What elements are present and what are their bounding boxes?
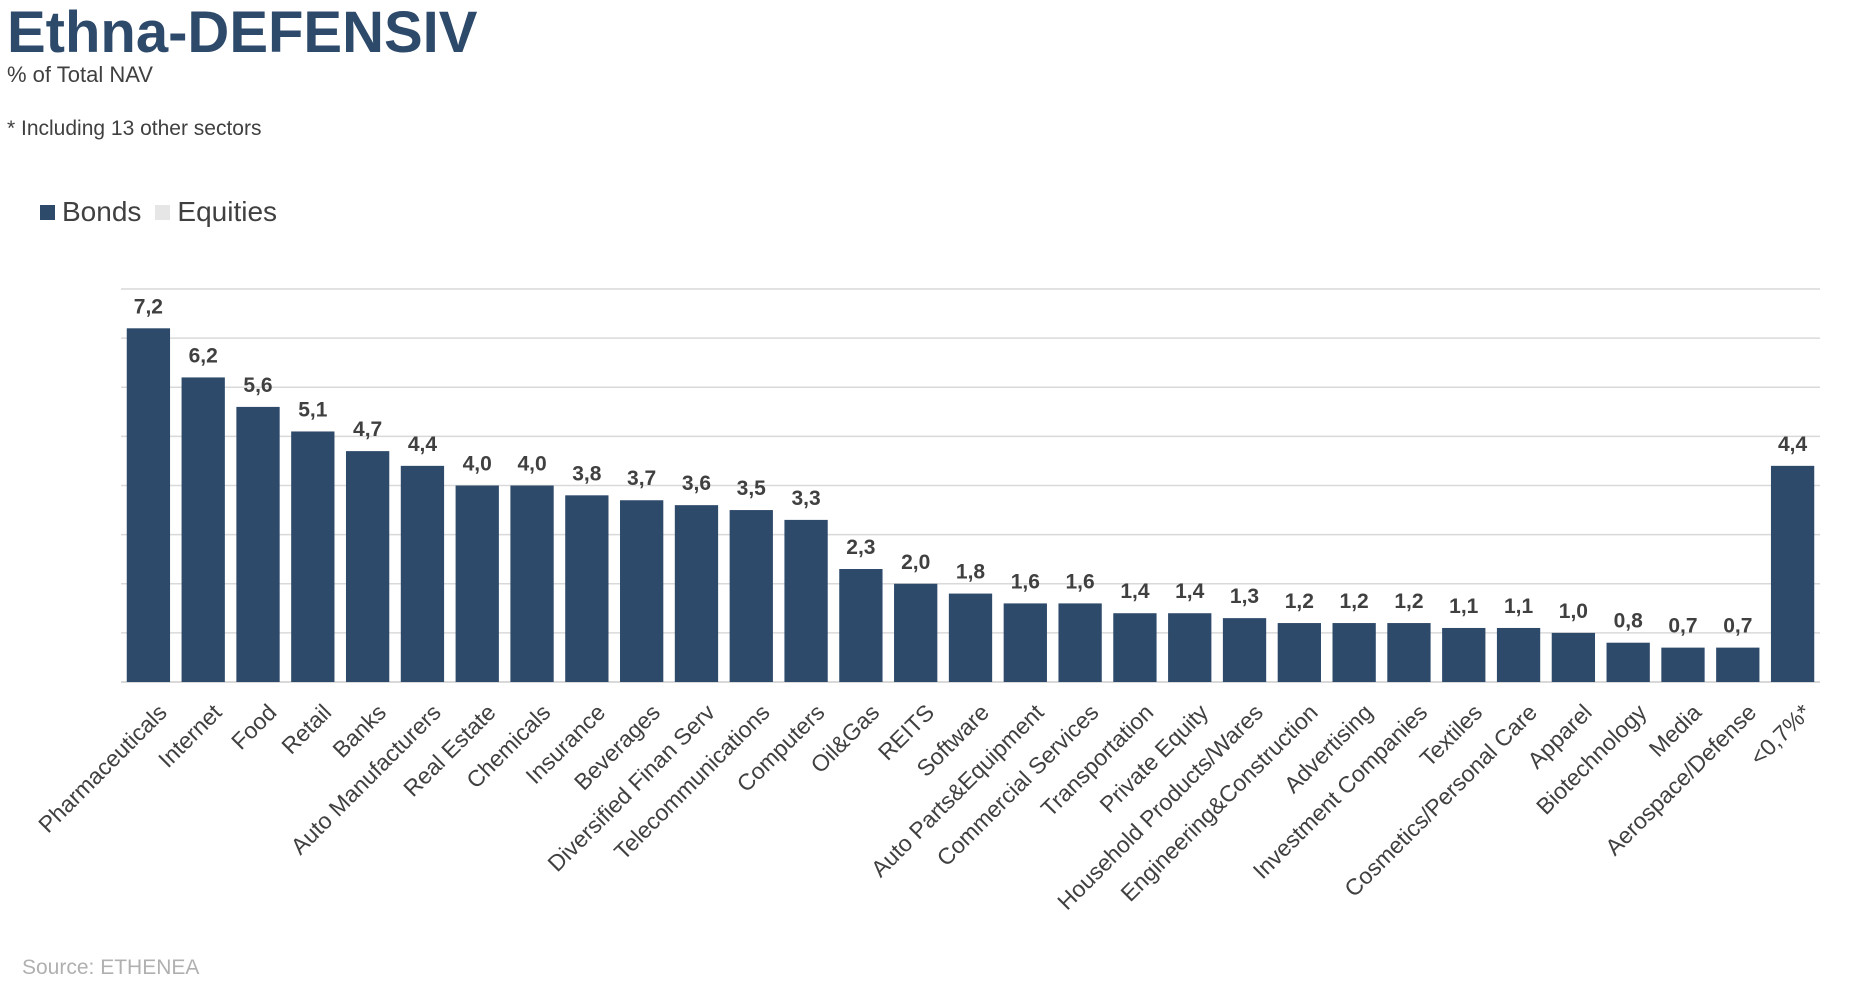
bar-internet xyxy=(181,377,225,682)
bar-media xyxy=(1661,647,1705,682)
bar-0-7 xyxy=(1770,465,1815,682)
chart-source: Source: ETHENEA xyxy=(22,956,200,979)
data-label: 1,6 xyxy=(1066,570,1095,593)
bar-telecommunications xyxy=(729,510,773,682)
data-label: 2,0 xyxy=(901,551,930,574)
x-tick-label: Pharmaceuticals xyxy=(33,699,172,838)
legend-label-bonds: Bonds xyxy=(62,196,142,227)
bar-real-estate xyxy=(455,485,499,682)
bar-auto-parts-equipment xyxy=(1003,603,1047,682)
data-label: 1,2 xyxy=(1285,590,1314,613)
bar-retail xyxy=(291,431,335,682)
bar-beverages xyxy=(620,500,664,682)
bar-aerospace-defense xyxy=(1716,647,1760,682)
data-label: 3,3 xyxy=(791,487,820,510)
data-label: 5,6 xyxy=(243,374,272,397)
bar-oil-gas xyxy=(839,569,883,682)
bar-investment-companies xyxy=(1387,623,1431,682)
legend-item-bonds: Bonds xyxy=(40,196,141,228)
data-label: 5,1 xyxy=(298,398,328,421)
bar-commercial-services xyxy=(1058,603,1102,682)
data-label: 1,6 xyxy=(1011,570,1040,593)
data-label: 4,4 xyxy=(1778,433,1808,456)
chart-subtitle: % of Total NAV xyxy=(7,62,153,87)
bar-reits xyxy=(894,583,938,682)
bar-banks xyxy=(345,451,390,682)
bar-apparel xyxy=(1551,632,1596,682)
bar-auto-manufacturers xyxy=(400,465,445,682)
chart-title: Ethna-DEFENSIV xyxy=(7,0,478,65)
data-label: 6,2 xyxy=(189,344,218,367)
data-label: 1,0 xyxy=(1559,600,1588,623)
x-tick-label: <0,7%* xyxy=(1745,699,1816,770)
data-label: 4,0 xyxy=(517,453,546,476)
x-tick-label: Food xyxy=(226,699,281,754)
data-label: 3,7 xyxy=(627,467,656,490)
data-label: 1,1 xyxy=(1504,595,1534,618)
legend-swatch-equities xyxy=(155,204,171,220)
bar-biotechnology xyxy=(1606,642,1650,682)
bar-textiles xyxy=(1442,627,1486,682)
bar-computers xyxy=(784,519,828,682)
bar-household-products-wares xyxy=(1222,618,1267,682)
data-label: 3,8 xyxy=(572,462,602,485)
data-label: 1,2 xyxy=(1340,590,1369,613)
x-tick-label: Retail xyxy=(276,699,336,759)
data-label: 4,0 xyxy=(463,453,492,476)
x-tick-label: Internet xyxy=(153,699,227,773)
bar-chemicals xyxy=(510,485,554,682)
chart-legend: Bonds Equities xyxy=(40,196,291,228)
data-label: 1,1 xyxy=(1449,595,1479,618)
bar-food xyxy=(236,406,280,682)
bar-engineering-construction xyxy=(1277,623,1321,682)
data-label: 1,8 xyxy=(956,561,986,584)
data-label: 0,7 xyxy=(1668,615,1697,638)
bar-advertising xyxy=(1332,623,1376,682)
data-label: 2,3 xyxy=(846,536,875,559)
data-label: 1,3 xyxy=(1230,585,1259,608)
data-label: 7,2 xyxy=(134,295,163,318)
bar-pharmaceuticals xyxy=(126,328,171,682)
data-label: 0,7 xyxy=(1723,615,1752,638)
legend-swatch-bonds xyxy=(40,204,55,220)
legend-item-equities: Equities xyxy=(155,196,277,228)
bar-software xyxy=(948,593,993,682)
data-label: 0,8 xyxy=(1614,610,1644,633)
data-label: 1,4 xyxy=(1175,580,1205,603)
data-label: 4,7 xyxy=(353,418,382,441)
data-label: 3,6 xyxy=(682,472,711,495)
data-label: 3,5 xyxy=(737,477,767,500)
data-label: 1,4 xyxy=(1120,580,1150,603)
bar-private-equity xyxy=(1168,613,1212,682)
data-label: 1,2 xyxy=(1394,590,1423,613)
bar-cosmetics-personal-care xyxy=(1496,627,1541,682)
data-label: 4,4 xyxy=(408,433,438,456)
legend-label-equities: Equities xyxy=(177,196,278,227)
bar-diversified-finan-serv xyxy=(674,505,719,682)
bar-insurance xyxy=(565,495,609,682)
bar-transportation xyxy=(1113,613,1157,682)
chart-footnote: * Including 13 other sectors xyxy=(7,117,262,140)
